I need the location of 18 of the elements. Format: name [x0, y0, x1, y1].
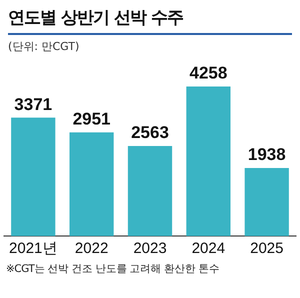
data-label: 1938: [248, 145, 286, 164]
text: ※CGT는 선박 건조 난도를 고려해 환산한 톤수: [5, 262, 220, 276]
x-tick-label: 2023: [133, 240, 167, 258]
x-tick-label: 2025: [250, 240, 284, 258]
bar: [244, 168, 289, 236]
data-label: 2951: [72, 110, 111, 129]
bar: [11, 118, 56, 236]
bar: [186, 86, 230, 236]
x-tick-label: 2021년: [9, 240, 58, 258]
x-tick-label: 2022: [74, 240, 108, 258]
bar: [70, 132, 114, 236]
bar: [128, 146, 172, 236]
data-label: 4258: [189, 64, 228, 83]
data-label: 3371: [14, 94, 52, 114]
chart-subtitle: (단위: 만CGT): [7, 39, 80, 54]
chart-title: 연도별 상반기 선박 수주: [7, 7, 184, 29]
x-tick-label: 2024: [192, 240, 226, 258]
data-label: 2563: [131, 123, 169, 142]
